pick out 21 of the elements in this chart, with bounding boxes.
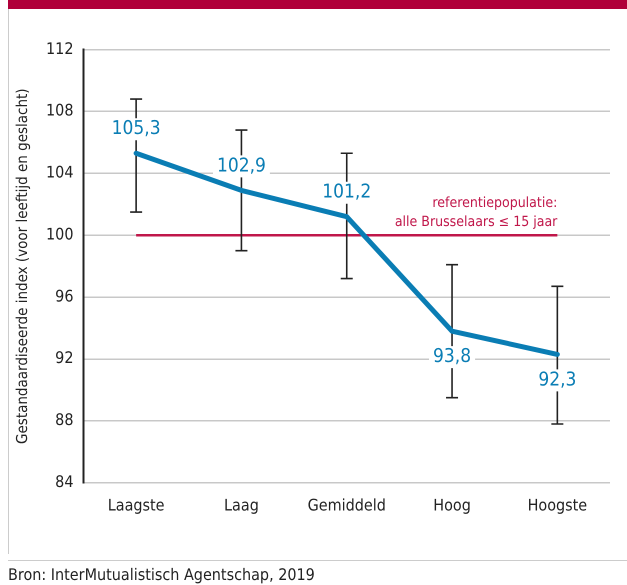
y-tick-label: 88 xyxy=(55,410,74,430)
y-tick-label: 92 xyxy=(55,348,74,368)
y-tick-label: 100 xyxy=(46,224,74,244)
x-tick-label: Laag xyxy=(224,496,259,515)
y-tick-label: 84 xyxy=(55,472,74,491)
data-label: 105,3 xyxy=(112,117,161,140)
x-tick-label: Hoogste xyxy=(528,496,588,515)
y-axis-title: Gestandaardiseerde index (voor leeftijd en geslacht) xyxy=(12,88,31,444)
data-label: 92,3 xyxy=(538,368,576,390)
data-label: 101,2 xyxy=(322,180,372,203)
y-tick-label: 108 xyxy=(46,100,74,120)
y-tick-label: 104 xyxy=(46,162,74,182)
text: Bron: InterMutualistisch Agentschap, 2019 xyxy=(8,560,627,584)
x-tick-label: Laagste xyxy=(108,496,165,515)
x-tick-label: Gemiddeld xyxy=(308,496,386,515)
y-tick-label: 96 xyxy=(55,286,74,306)
data-label: 102,9 xyxy=(216,154,266,176)
ref-line-label: referentiepopulatie: alle Brusselaars ≤ 15 jaar xyxy=(394,194,558,230)
y-tick-label: 112 xyxy=(46,38,74,58)
data-label: 93,8 xyxy=(433,345,472,368)
x-tick-label: Hoog xyxy=(433,496,471,515)
